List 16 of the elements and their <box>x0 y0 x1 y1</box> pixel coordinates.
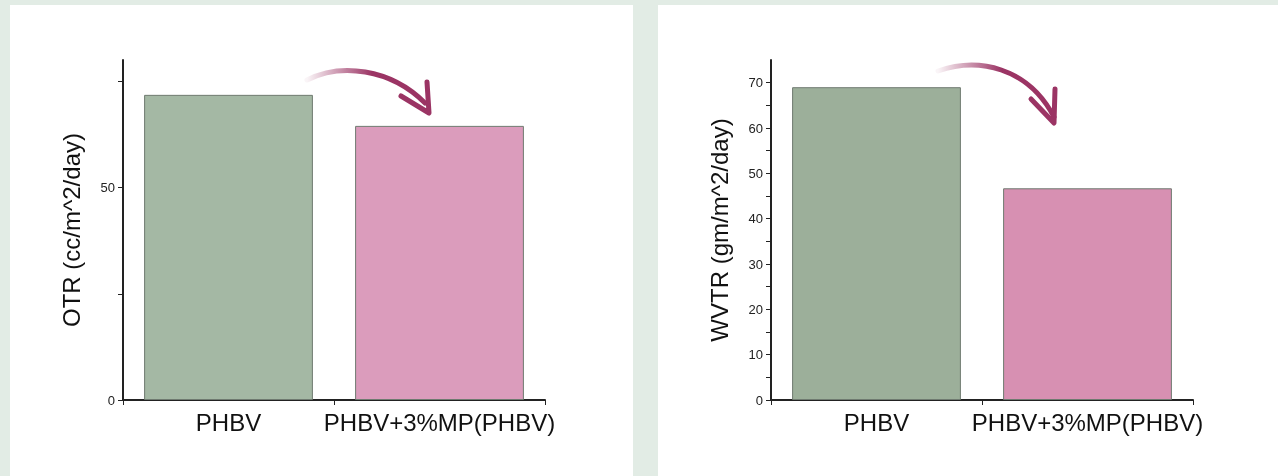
y-tick-label: 40 <box>748 211 763 227</box>
y-tick-label: 0 <box>107 392 115 408</box>
y-tick-label: 0 <box>755 392 763 408</box>
y-tick-label: 20 <box>748 301 763 317</box>
x-tick-label: PHBV+3%MP(PHBV) <box>323 408 556 436</box>
y-axis-title: OTR (cc/m^2/day) <box>57 133 85 327</box>
x-tick-label: PHBV <box>843 408 910 436</box>
x-tick-label: PHBV+3%MP(PHBV) <box>971 408 1204 436</box>
y-tick-label: 70 <box>748 75 763 91</box>
y-tick-label: 50 <box>100 180 115 195</box>
x-tick-label: PHBV <box>195 408 262 436</box>
y-tick-label: 30 <box>748 256 763 272</box>
y-tick-label: 10 <box>748 347 763 363</box>
y-tick-label: 50 <box>748 165 763 181</box>
y-tick-label: 60 <box>748 120 763 136</box>
y-axis-title: WVTR (gm/m^2/day) <box>705 118 733 342</box>
